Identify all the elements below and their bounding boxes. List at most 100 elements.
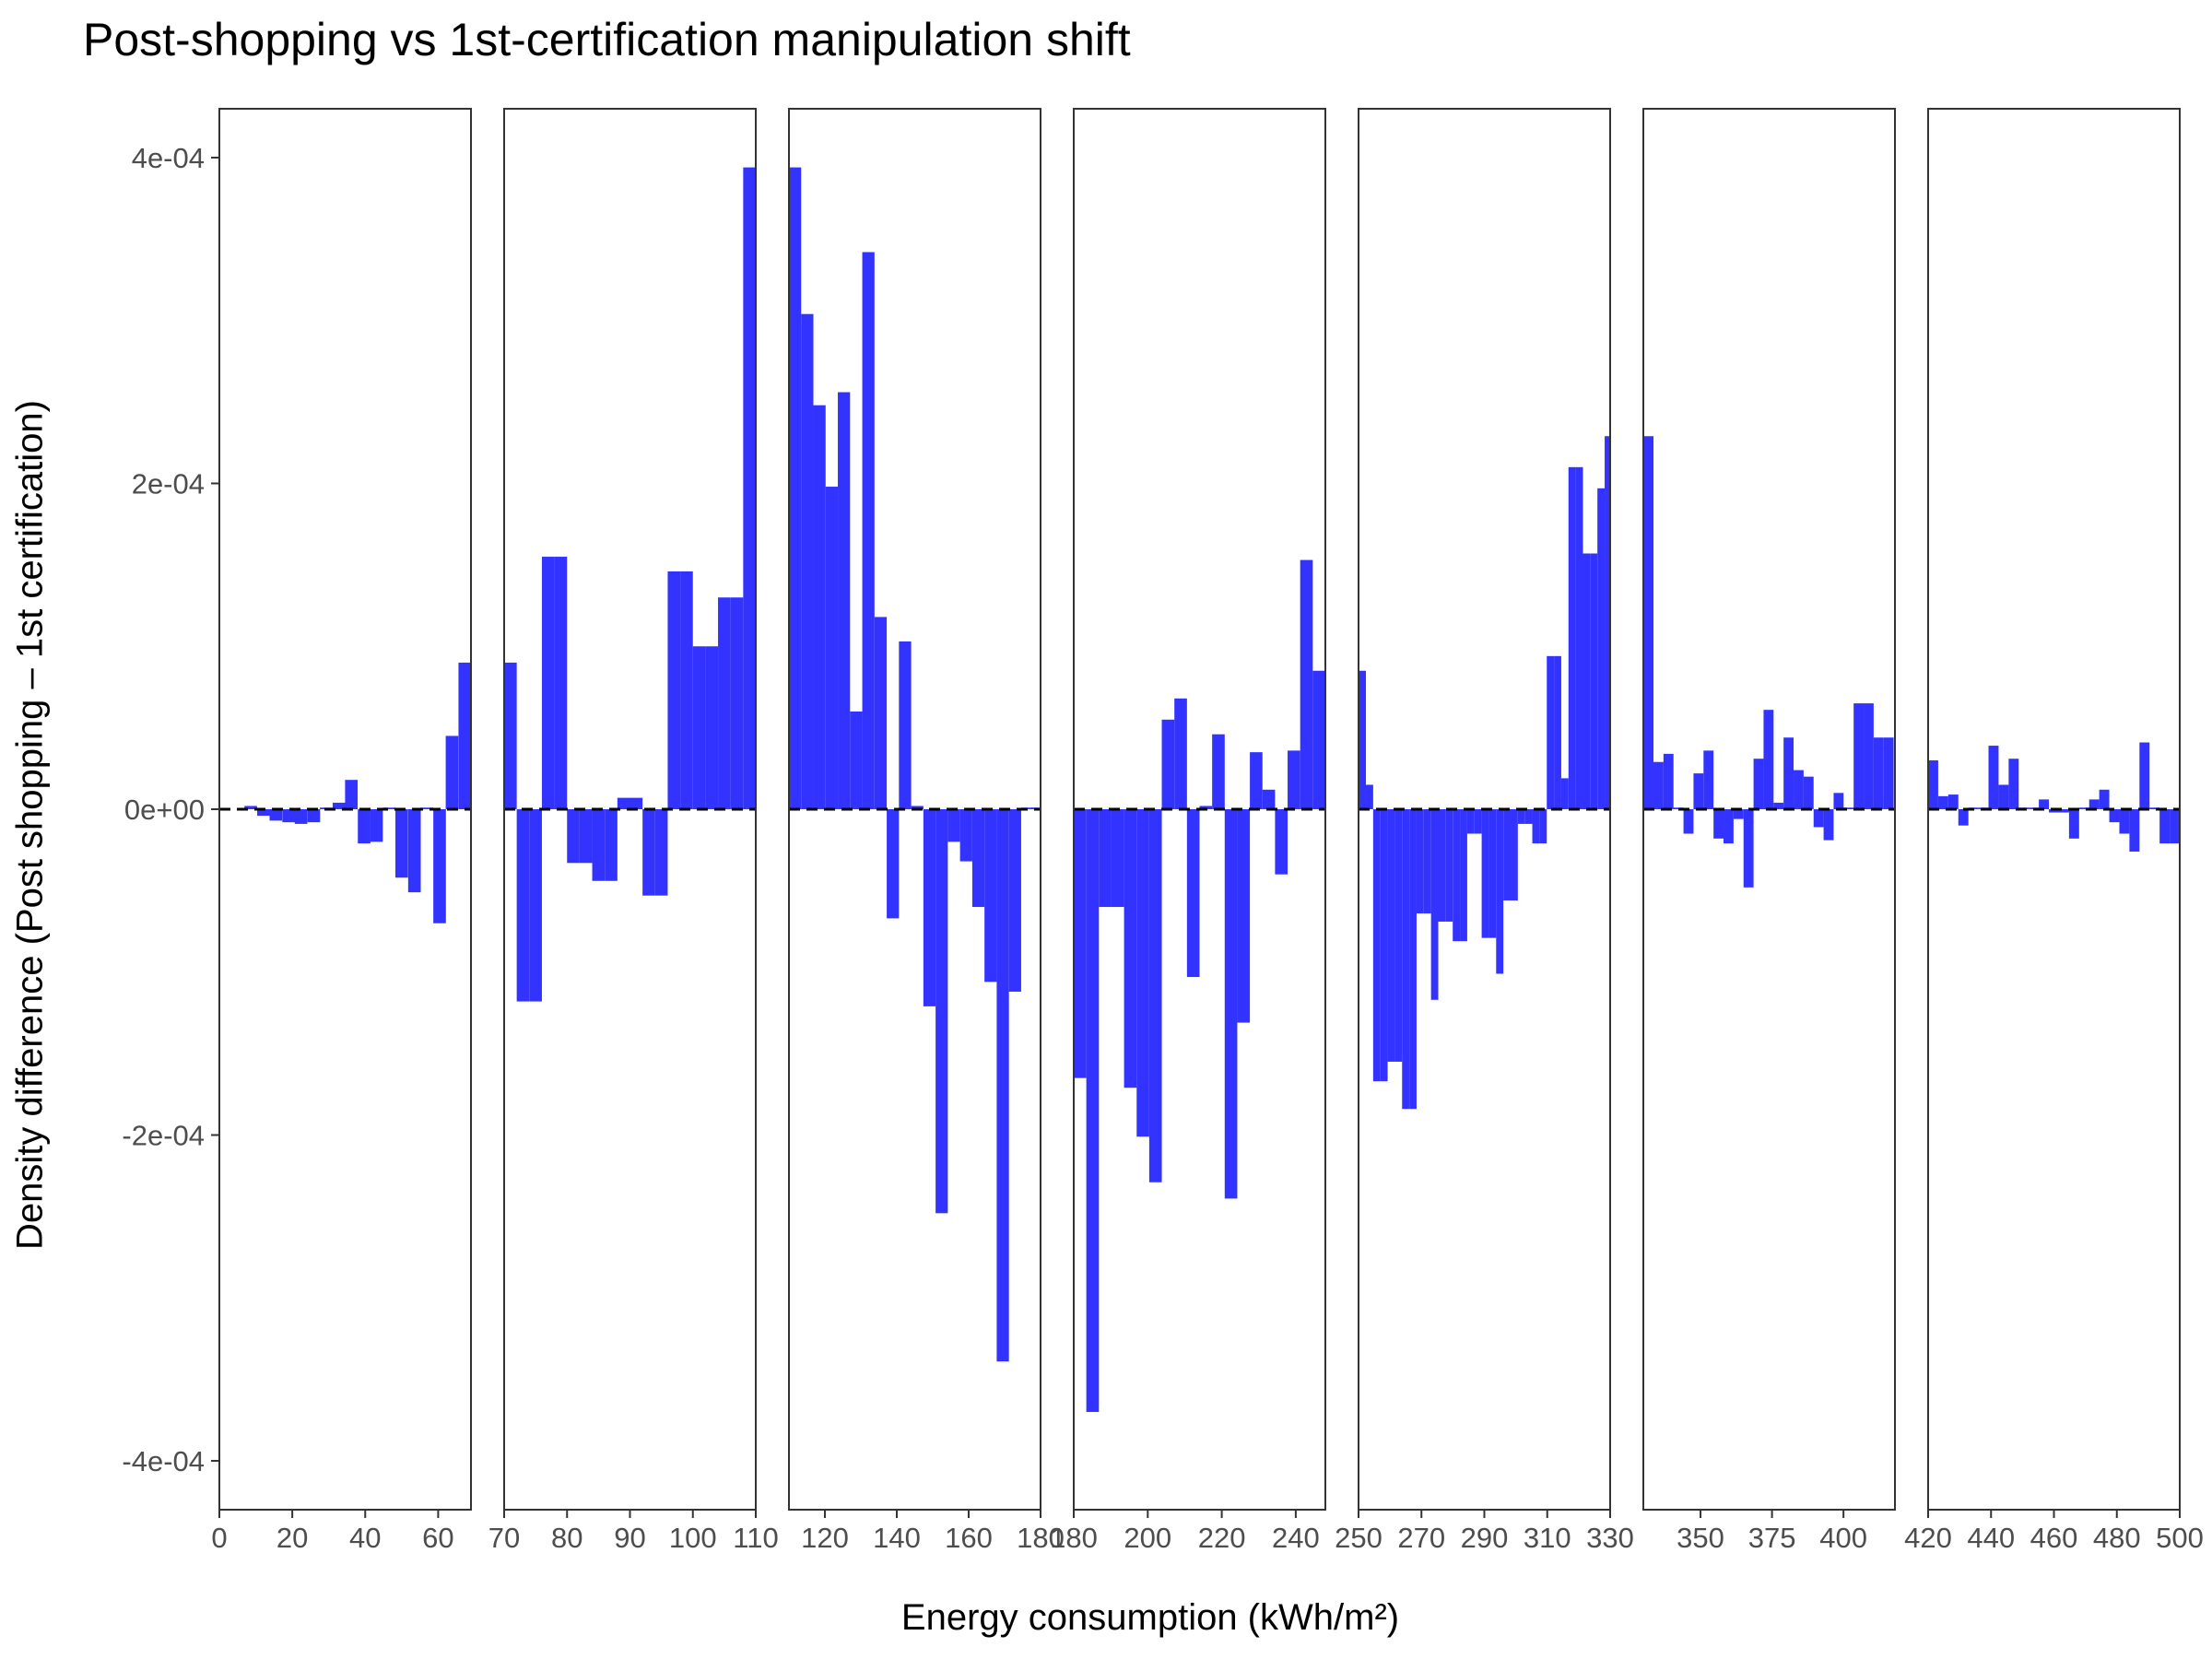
bar [2058, 809, 2069, 813]
x-tick-label: 500 [2156, 1522, 2204, 1554]
bar [358, 809, 371, 844]
bar [1409, 809, 1417, 1110]
bar [1453, 809, 1461, 942]
panel-border [1642, 108, 1896, 1511]
bar [1864, 703, 1874, 809]
y-axis: -4e-04 -2e-04 0e+00 2e-04 4e-04 [122, 142, 219, 1477]
bar [1753, 759, 1764, 809]
bar [1733, 809, 1744, 819]
y-tick-label: 0e+00 [124, 794, 205, 826]
bar [1510, 809, 1518, 900]
x-tick-label: 270 [1397, 1522, 1445, 1554]
facet-panel-4: 180 200 220 240 [1050, 108, 1326, 1554]
y-tick-label: -4e-04 [122, 1445, 205, 1477]
x-tick-label: 70 [488, 1522, 520, 1554]
bar [1554, 655, 1561, 809]
bar [1833, 793, 1844, 809]
bar [2049, 809, 2059, 813]
bar [1136, 809, 1149, 1137]
bar [1466, 809, 1475, 834]
bar [1174, 698, 1187, 809]
bar [1813, 809, 1824, 828]
bar [2139, 742, 2150, 809]
x-tick-label: 120 [801, 1522, 849, 1554]
bar [1713, 809, 1724, 839]
bar [1653, 761, 1664, 809]
bar [1394, 809, 1403, 1062]
bar [1683, 809, 1694, 834]
bar [1111, 809, 1124, 908]
bar [1937, 795, 1948, 809]
bar [789, 167, 802, 809]
bar [1663, 753, 1674, 809]
bar [2099, 789, 2110, 809]
bar [1873, 737, 1884, 809]
x-tick-label: 330 [1586, 1522, 1634, 1554]
bar [1237, 809, 1251, 1023]
bar [2170, 809, 2180, 844]
bar [838, 392, 851, 809]
y-tick-label: -2e-04 [122, 1119, 205, 1151]
bar [1416, 809, 1424, 914]
bar [947, 809, 960, 842]
y-tick-label: 4e-04 [132, 142, 205, 174]
bar [1524, 809, 1533, 824]
bar [1288, 750, 1300, 809]
bar [813, 405, 826, 809]
x-tick-label: 160 [945, 1522, 993, 1554]
bar [1275, 809, 1288, 875]
bar [1387, 809, 1395, 1062]
bar [1460, 809, 1467, 942]
bar [332, 802, 346, 809]
bar [395, 809, 408, 878]
bar [1438, 809, 1446, 922]
bar [1743, 809, 1754, 888]
chart-title: Post-shopping vs 1st-certification manip… [83, 14, 1131, 65]
bar [1380, 809, 1388, 1082]
x-tick-label: 310 [1524, 1522, 1571, 1554]
bar [407, 809, 421, 893]
bar [862, 252, 875, 809]
bar [2119, 809, 2130, 834]
bar [605, 809, 618, 881]
bar [1086, 809, 1100, 1412]
bar [529, 809, 542, 1002]
bar [1445, 809, 1453, 922]
x-tick-label: 100 [669, 1522, 717, 1554]
bar [244, 806, 257, 809]
bar [1605, 436, 1610, 809]
bar [1496, 809, 1504, 974]
bar [1488, 809, 1497, 938]
bar [282, 809, 295, 823]
bar [1262, 789, 1276, 809]
bar [567, 809, 580, 864]
bar [617, 797, 630, 809]
x-tick-label: 80 [551, 1522, 582, 1554]
bar [935, 809, 948, 1214]
bar [1212, 734, 1225, 809]
panel-border [788, 108, 1041, 1511]
bar [1947, 794, 1959, 809]
bar [2068, 809, 2079, 839]
bar [1402, 809, 1410, 1110]
bar [433, 809, 446, 924]
bar [1186, 809, 1200, 978]
facet-panel-5: 250 270 290 310 330 [1335, 108, 1634, 1554]
bar [345, 780, 359, 809]
bar [1250, 752, 1263, 809]
bar [1575, 466, 1583, 809]
bar [1474, 809, 1482, 834]
bar [458, 662, 471, 809]
bar [1099, 809, 1112, 908]
x-tick-label: 140 [873, 1522, 921, 1554]
bar [654, 809, 668, 896]
bar [1998, 784, 2009, 809]
x-tick-label: 290 [1461, 1522, 1509, 1554]
x-tick-label: 180 [1017, 1522, 1065, 1554]
bar [923, 809, 936, 1006]
bar [825, 487, 839, 809]
bar [307, 809, 321, 823]
bar [294, 809, 308, 824]
